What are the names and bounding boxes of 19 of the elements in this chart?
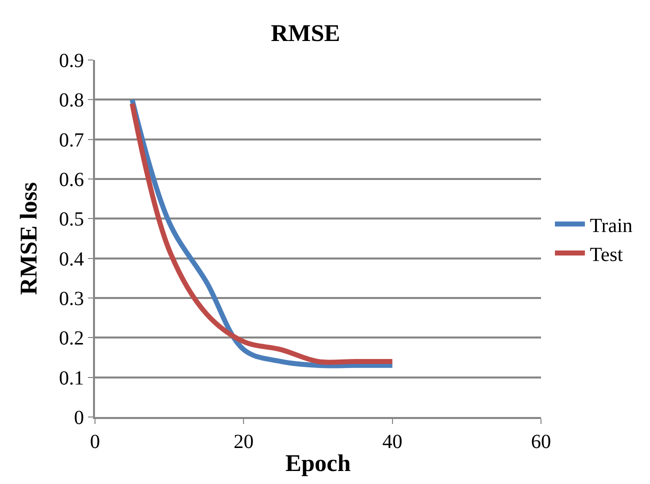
y-tick-label: 0.1 — [59, 367, 84, 390]
x-axis-title: Epoch — [285, 450, 351, 477]
y-tick-label: 0.5 — [59, 208, 84, 231]
x-tick-label: 20 — [234, 431, 254, 453]
y-tick-label: 0.2 — [59, 328, 84, 350]
y-tick-label: 0.7 — [59, 129, 84, 152]
y-tick-label: 0 — [74, 407, 84, 429]
legend-label: Test — [590, 244, 624, 266]
y-tick-label: 0.9 — [59, 50, 84, 72]
x-tick-label: 60 — [531, 431, 551, 453]
y-tick-label: 0.4 — [59, 248, 84, 270]
x-tick-label: 0 — [90, 431, 100, 453]
y-tick-label: 0.8 — [59, 90, 84, 112]
y-axis-title: RMSE loss — [16, 182, 43, 295]
y-tick-label: 0.6 — [59, 169, 84, 191]
y-tick-label: 0.3 — [59, 288, 84, 310]
chart-title: RMSE — [270, 21, 340, 47]
legend-label: Train — [590, 214, 633, 237]
x-tick-label: 40 — [382, 431, 402, 453]
